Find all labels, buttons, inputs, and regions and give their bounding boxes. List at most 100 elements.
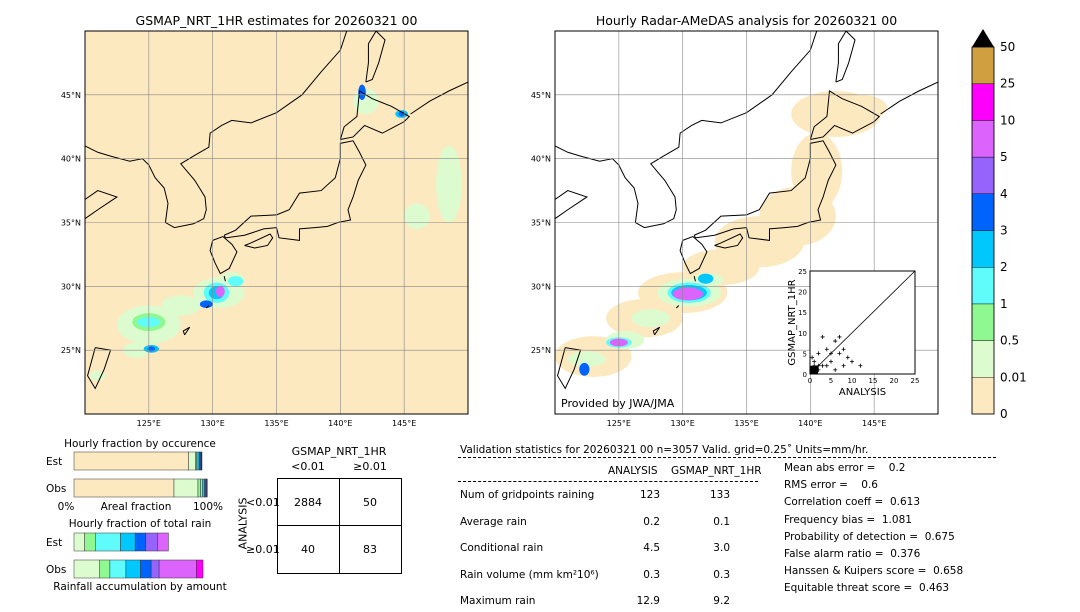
rain-area xyxy=(631,309,670,328)
coastline xyxy=(410,81,468,115)
fraction-bar-segment xyxy=(206,478,208,498)
lon-tick-label: 145°E xyxy=(392,419,416,428)
rain-area xyxy=(404,203,430,229)
fraction-bar-segment xyxy=(200,478,203,498)
scatter-point xyxy=(841,363,846,368)
fraction-bar-segment xyxy=(173,478,199,498)
fraction-bar-segment xyxy=(73,451,189,471)
stat-gsmap: 9.2 xyxy=(713,595,730,607)
diagonal-line xyxy=(809,270,916,375)
fraction-bar-segment xyxy=(99,559,111,579)
lon-tick-label: 130°E xyxy=(671,419,695,428)
colorbar-label: 2 xyxy=(1000,260,1008,274)
coastline xyxy=(555,31,818,229)
stat-analysis: 0.3 xyxy=(643,568,660,581)
cell: 2884 xyxy=(294,496,322,509)
map-frame xyxy=(554,30,939,415)
scatter-point xyxy=(858,363,863,368)
fraction-bar-segment xyxy=(196,559,204,579)
col-gsmap: GSMAP_NRT_1HR xyxy=(671,465,762,477)
scatter-point xyxy=(845,355,850,360)
fraction-bar-segment xyxy=(202,478,205,498)
scatter-x-tick: 10 xyxy=(848,377,857,385)
colorbar-segment xyxy=(971,340,995,378)
scatter-point xyxy=(850,359,854,364)
bar-category-label: Est xyxy=(46,456,62,468)
lat-tick-label: 40°N xyxy=(61,155,81,164)
rain-area xyxy=(161,295,200,316)
stat-analysis: 0.2 xyxy=(643,515,660,528)
lat-tick-label: 30°N xyxy=(61,282,81,291)
fraction-bar-segment xyxy=(145,532,159,552)
lon-tick-label: 135°E xyxy=(264,419,288,428)
coastline xyxy=(835,31,856,83)
colorbar-segment xyxy=(971,83,995,121)
colorbar-label: 0.5 xyxy=(1000,334,1019,348)
stat-gsmap: 3.0 xyxy=(713,542,730,554)
coastline xyxy=(809,90,881,141)
colorbar-label: 3 xyxy=(1000,224,1008,238)
colorbar: 0 0.01 0.5 1 2 3 4 5 10 25 50 xyxy=(971,29,1027,421)
stat-analysis: 12.9 xyxy=(636,595,660,607)
lon-tick-label: 145°E xyxy=(862,419,886,428)
map-frame xyxy=(84,30,469,415)
credit-text: Provided by JWA/JMA xyxy=(561,397,675,410)
colorbar-segment xyxy=(971,193,995,231)
stat-label: Maximum rain xyxy=(460,595,536,607)
scatter-y-tick: 25 xyxy=(798,268,807,276)
stat-label: Average rain xyxy=(460,515,527,528)
scatter-point xyxy=(820,363,825,368)
lat-tick-label: 40°N xyxy=(531,155,551,164)
colorbar-label: 0 xyxy=(1000,407,1008,421)
lon-tick-label: 135°E xyxy=(734,419,758,428)
score-line: RMS error = 0.6 xyxy=(784,479,878,492)
scatter-x-tick: 0 xyxy=(808,377,812,385)
scatter-point xyxy=(837,351,842,356)
stat-gsmap: 133 xyxy=(709,489,730,501)
rain-area xyxy=(227,276,244,287)
fraction-bar-segment xyxy=(73,478,175,498)
fraction-bar-segment xyxy=(197,478,201,498)
stat-gsmap: 0.1 xyxy=(713,515,730,528)
coastline xyxy=(244,233,274,249)
scatter-point xyxy=(837,334,842,339)
stat-label: Conditional rain xyxy=(460,542,544,554)
coastline xyxy=(209,235,238,275)
colorbar-label: 0.01 xyxy=(1000,370,1027,384)
scatter-point xyxy=(824,347,829,352)
bar-category-label: Obs xyxy=(46,564,66,576)
scatter-xlabel: ANALYSIS xyxy=(839,387,886,398)
scatter-point xyxy=(833,339,838,344)
fraction-bar-segment xyxy=(73,532,85,552)
cell: 40 xyxy=(301,543,315,556)
rain-area xyxy=(567,351,607,367)
total-rain-xlabel: Rainfall accumulation by amount xyxy=(53,581,226,593)
coastline xyxy=(557,347,582,390)
scatter-point xyxy=(841,347,846,352)
coastline xyxy=(693,140,837,241)
scatter-point xyxy=(820,334,825,339)
score-line: Correlation coeff = 0.613 xyxy=(784,496,920,509)
lat-tick-label: 35°N xyxy=(61,219,81,228)
score-line: Hanssen & Kuipers score = 0.658 xyxy=(784,565,964,578)
fraction-bar-segment xyxy=(157,532,169,552)
lat-tick-label: 45°N xyxy=(61,91,81,100)
lon-tick-label: 140°E xyxy=(798,419,822,428)
rain-area xyxy=(90,370,106,381)
scatter-ylabel: GSMAP_NRT_1HR xyxy=(787,279,798,365)
colorbar-segment xyxy=(971,266,995,305)
occurrence-xlabel: Areal fraction xyxy=(101,501,172,513)
total-rain-title: Hourly fraction of total rain xyxy=(69,518,212,530)
scatter-point xyxy=(816,351,821,356)
scatter-y-tick: 20 xyxy=(798,289,807,297)
fraction-bar-segment xyxy=(84,532,96,552)
score-line: False alarm ratio = 0.376 xyxy=(784,548,921,560)
scatter-x-tick: 25 xyxy=(911,377,920,385)
colorbar-segment xyxy=(971,377,995,415)
fraction-bar-segment xyxy=(120,532,136,552)
fraction-bar-segment xyxy=(188,451,196,471)
colorbar-segment xyxy=(971,156,995,195)
x-tick: 0% xyxy=(58,501,75,513)
coastline xyxy=(675,305,680,309)
